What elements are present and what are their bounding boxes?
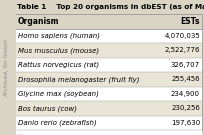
Text: 2,522,776: 2,522,776 <box>164 47 200 53</box>
Text: Bos taurus (cow): Bos taurus (cow) <box>18 105 77 112</box>
Text: Mus musculus (mouse): Mus musculus (mouse) <box>18 47 99 53</box>
Text: Archived, for histori: Archived, for histori <box>4 39 10 97</box>
Bar <box>16 72 202 87</box>
Text: 234,900: 234,900 <box>171 91 200 97</box>
Bar <box>16 43 202 58</box>
Text: 4,070,035: 4,070,035 <box>164 33 200 39</box>
Text: 255,456: 255,456 <box>171 76 200 82</box>
Text: ...: ... <box>18 130 25 135</box>
Bar <box>16 116 202 130</box>
Text: Rattus norvegicus (rat): Rattus norvegicus (rat) <box>18 61 99 68</box>
Bar <box>16 14 202 130</box>
Text: Homo sapiens (human): Homo sapiens (human) <box>18 33 100 39</box>
Bar <box>0 0 14 135</box>
Bar <box>16 58 202 72</box>
Text: Glycine max (soybean): Glycine max (soybean) <box>18 90 99 97</box>
Text: Drosophila melanogaster (fruit fly): Drosophila melanogaster (fruit fly) <box>18 76 140 83</box>
Bar <box>16 28 202 43</box>
Bar <box>16 130 202 135</box>
Text: 230,256: 230,256 <box>171 105 200 111</box>
Text: Organism: Organism <box>18 17 60 26</box>
Text: Table 1    Top 20 organisms in dbEST (as of March 7, 2: Table 1 Top 20 organisms in dbEST (as of… <box>17 4 204 10</box>
Bar <box>16 101 202 116</box>
Text: ESTs: ESTs <box>181 17 200 26</box>
Text: 326,707: 326,707 <box>171 62 200 68</box>
Text: 197,630: 197,630 <box>171 120 200 126</box>
Bar <box>16 87 202 101</box>
Text: Danio rerio (zebrafish): Danio rerio (zebrafish) <box>18 119 97 126</box>
Bar <box>16 14 202 28</box>
